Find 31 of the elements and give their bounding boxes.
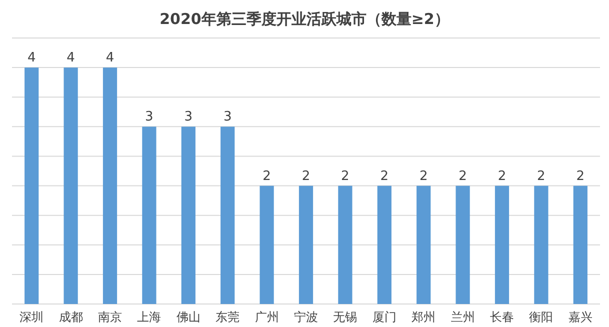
data-label: 2 bbox=[380, 168, 389, 184]
x-tick-label: 东莞 bbox=[216, 310, 240, 324]
data-label: 3 bbox=[184, 110, 193, 125]
data-label: 3 bbox=[223, 110, 232, 125]
data-label: 3 bbox=[145, 110, 154, 125]
x-tick-label: 无锡 bbox=[333, 310, 358, 324]
data-label: 2 bbox=[576, 168, 585, 184]
x-tick-label: 衡阳 bbox=[529, 310, 554, 324]
data-label: 2 bbox=[262, 168, 271, 184]
data-label: 2 bbox=[458, 168, 467, 184]
data-label: 4 bbox=[27, 50, 36, 66]
x-tick-label: 兰州 bbox=[450, 310, 475, 324]
data-label: 2 bbox=[302, 168, 310, 184]
x-tick-label: 厦门 bbox=[372, 310, 396, 324]
x-tick-label: 佛山 bbox=[176, 310, 200, 324]
data-label: 2 bbox=[341, 168, 350, 184]
x-tick-label: 成都 bbox=[58, 310, 83, 324]
data-label: 4 bbox=[66, 50, 75, 66]
x-tick-label: 嘉兴 bbox=[568, 310, 592, 324]
x-tick-label: 广州 bbox=[254, 310, 279, 324]
x-tick-label: 上海 bbox=[137, 310, 162, 324]
data-label: 4 bbox=[106, 50, 114, 66]
data-label: 2 bbox=[419, 168, 428, 184]
chart-title: 2020年第三季度开业活跃城市（数量≥2） bbox=[160, 10, 450, 28]
data-label: 2 bbox=[537, 168, 546, 184]
x-tick-label: 郑州 bbox=[412, 310, 436, 324]
x-tick-label: 长春 bbox=[490, 310, 514, 324]
x-tick-label: 南京 bbox=[98, 310, 122, 324]
data-label: 2 bbox=[498, 168, 506, 184]
x-tick-label: 宁波 bbox=[294, 310, 318, 324]
x-tick-label: 深圳 bbox=[20, 310, 44, 324]
